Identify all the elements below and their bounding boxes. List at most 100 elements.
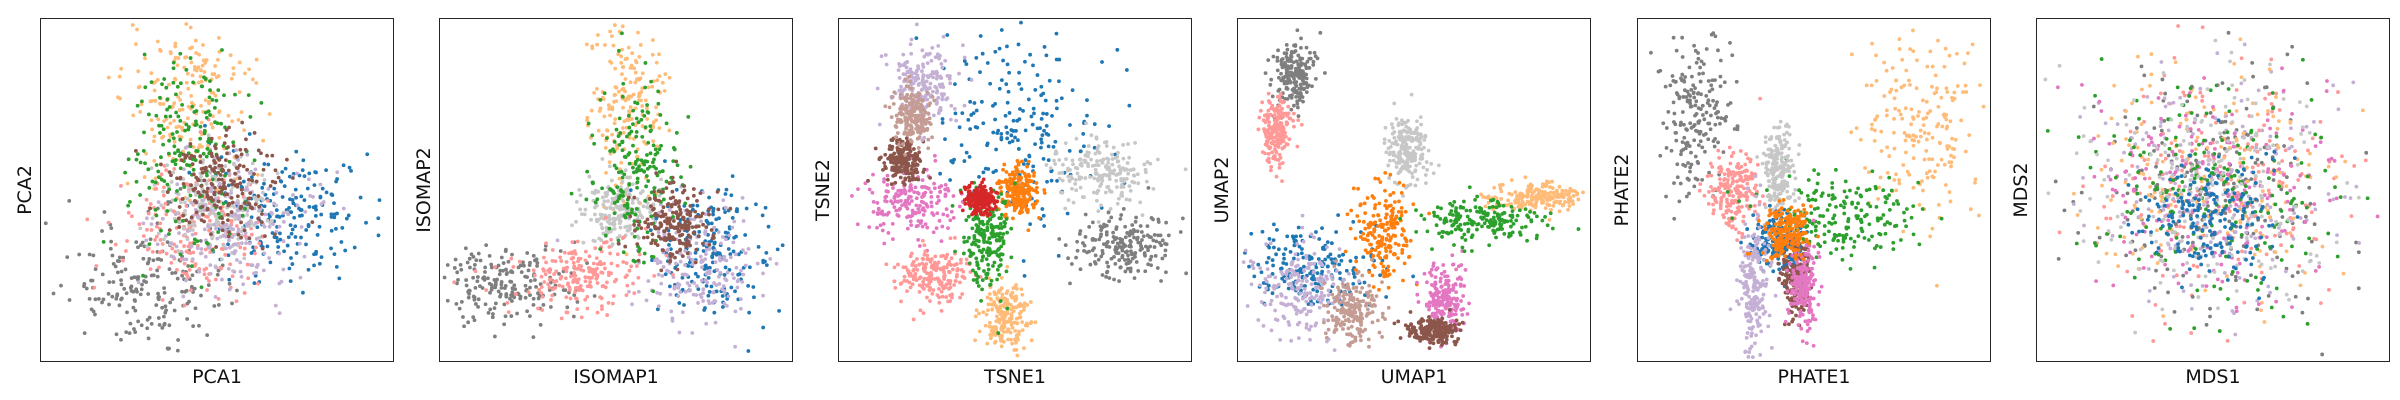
scatter-point — [612, 93, 617, 98]
scatter-point — [998, 306, 1003, 311]
scatter-point — [998, 312, 1003, 317]
scatter-point — [569, 191, 574, 196]
scatter-point — [468, 265, 472, 270]
scatter-point — [1159, 279, 1163, 283]
scatter-point — [117, 255, 122, 260]
scatter-point — [921, 170, 926, 174]
scatter-point — [1003, 311, 1007, 316]
scatter-point — [645, 217, 650, 222]
scatter-point — [993, 325, 998, 329]
scatter-point — [154, 113, 159, 118]
scatter-point — [473, 262, 477, 267]
scatter-point — [930, 291, 935, 296]
scatter-point — [119, 278, 123, 283]
scatter-point — [124, 249, 128, 253]
scatter-point — [1064, 157, 1068, 161]
scatter-point — [600, 307, 604, 311]
scatter-point — [939, 289, 944, 294]
scatter-point — [1039, 137, 1044, 142]
scatter-point — [533, 278, 537, 282]
scatter-point — [209, 122, 214, 126]
scatter-point — [611, 43, 616, 48]
scatter-point — [585, 169, 590, 174]
scatter-point — [621, 194, 625, 198]
scatter-point — [1073, 177, 1078, 182]
scatter-point — [285, 243, 290, 248]
scatter-point — [961, 275, 966, 279]
scatter-point — [1117, 164, 1121, 169]
scatter-point — [699, 260, 704, 264]
scatter-point — [180, 107, 185, 112]
scatter-point — [170, 271, 175, 276]
scatter-point — [1104, 223, 1109, 228]
scatter-point — [917, 244, 922, 248]
scatter-point — [155, 39, 160, 44]
scatter-point — [909, 131, 914, 136]
scatter-point — [930, 94, 935, 99]
scatter-point — [188, 288, 193, 293]
scatter-point — [1059, 96, 1064, 101]
scatter-point — [183, 232, 188, 237]
scatter-point — [109, 239, 113, 244]
scatter-point — [661, 248, 666, 253]
scatter-point — [911, 268, 916, 273]
scatter-point — [1054, 151, 1059, 156]
scatter-point — [707, 290, 712, 294]
scatter-point — [165, 182, 170, 187]
scatter-point — [223, 252, 228, 257]
scatter-series-8 — [973, 264, 1038, 358]
scatter-point — [489, 283, 494, 287]
scatter-point — [706, 221, 711, 226]
scatter-point — [932, 98, 937, 103]
scatter-point — [655, 144, 659, 149]
scatter-point — [208, 164, 212, 169]
scatter-point — [935, 89, 940, 94]
scatter-point — [1105, 185, 1110, 190]
scatter-point — [332, 201, 336, 206]
scatter-point — [191, 250, 196, 255]
scatter-point — [1075, 239, 1080, 244]
scatter-point — [642, 113, 647, 118]
scatter-point — [142, 244, 147, 249]
scatter-point — [682, 188, 687, 193]
scatter-point — [287, 206, 291, 210]
scatter-point — [202, 178, 207, 183]
scatter-point — [335, 170, 340, 175]
scatter-point — [629, 129, 634, 134]
scatter-point — [512, 283, 517, 288]
scatter-point — [218, 265, 223, 270]
scatter-point — [923, 269, 927, 274]
scatter-point — [698, 292, 703, 297]
scatter-point — [1057, 57, 1062, 62]
scatter-point — [1051, 144, 1056, 149]
scatter-point — [954, 274, 959, 279]
scatter-point — [214, 226, 218, 231]
scatter-point — [255, 172, 260, 177]
scatter-point — [1123, 243, 1128, 248]
scatter-point — [1033, 87, 1038, 92]
scatter-point — [616, 48, 621, 53]
scatter-point — [1030, 122, 1035, 127]
scatter-point — [701, 291, 705, 295]
scatter-point — [924, 97, 929, 102]
scatter-point — [1045, 179, 1049, 184]
scatter-point — [664, 253, 669, 258]
scatter-point — [329, 215, 334, 219]
scatter-point — [85, 217, 90, 222]
scatter-point — [739, 306, 743, 311]
scatter-point — [254, 179, 259, 184]
scatter-point — [537, 293, 542, 298]
scatter-point — [610, 132, 615, 137]
scatter-point — [192, 65, 197, 69]
scatter-point — [1040, 133, 1045, 138]
scatter-point — [728, 252, 733, 257]
scatter-point — [1004, 82, 1009, 87]
scatter-point — [194, 149, 199, 153]
scatter-point — [246, 182, 251, 186]
scatter-point — [651, 120, 656, 125]
scatter-point — [239, 152, 244, 157]
scatter-point — [939, 309, 944, 313]
scatter-point — [876, 207, 881, 212]
scatter-point — [126, 157, 131, 162]
scatter-point — [1118, 167, 1123, 172]
